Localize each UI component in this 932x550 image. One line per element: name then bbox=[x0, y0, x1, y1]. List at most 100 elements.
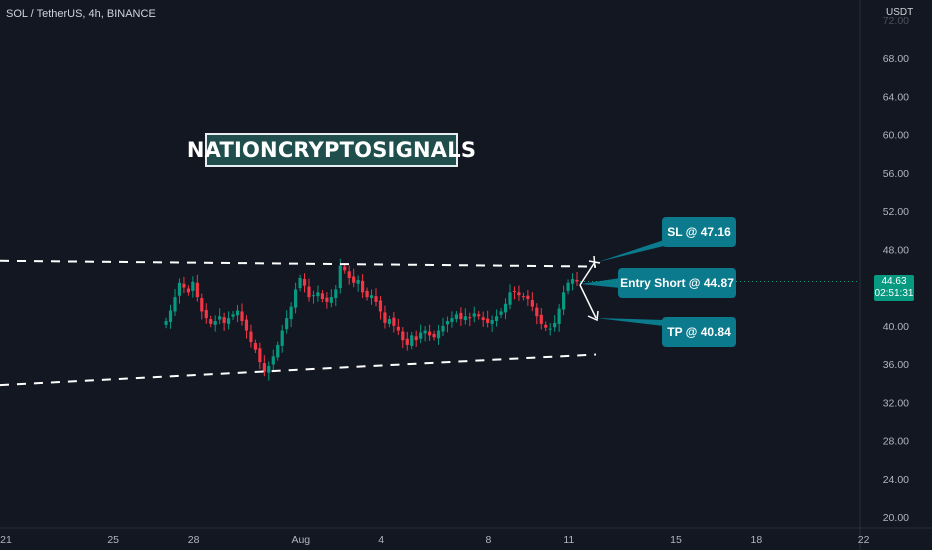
watermark-label: NATIONCRYPTOSIGNALS bbox=[187, 133, 476, 167]
candle-body bbox=[177, 282, 182, 296]
candle-body bbox=[164, 321, 168, 325]
x-tick-label: 18 bbox=[751, 534, 763, 546]
candle-body bbox=[227, 318, 231, 324]
y-tick-label: 28.00 bbox=[883, 436, 909, 448]
x-tick-label: 8 bbox=[485, 534, 491, 546]
y-tick-label: 24.00 bbox=[883, 474, 909, 486]
x-tick-label: Aug bbox=[291, 534, 310, 546]
candle-body bbox=[173, 297, 177, 312]
sl-arrow-head bbox=[588, 255, 601, 269]
candle-body bbox=[253, 343, 257, 350]
candle-body bbox=[356, 279, 360, 284]
candle-body bbox=[445, 321, 450, 325]
candle-body bbox=[557, 308, 561, 324]
x-tick-label: 4 bbox=[378, 534, 384, 546]
axis-unit-label: USDT bbox=[886, 7, 914, 18]
candle-body bbox=[361, 280, 365, 293]
candle-body bbox=[414, 336, 418, 341]
candle-body bbox=[387, 319, 391, 324]
candle-body bbox=[477, 314, 481, 317]
candle-body bbox=[459, 312, 463, 320]
entry-short-callout[interactable]: Entry Short @ 44.87 bbox=[618, 268, 736, 298]
candle-body bbox=[338, 265, 342, 289]
stop-loss-callout[interactable]: SL @ 47.16 bbox=[662, 217, 736, 247]
x-tick-label: 25 bbox=[107, 534, 119, 546]
arrow-to-tp bbox=[579, 284, 597, 319]
candle-body bbox=[240, 311, 244, 322]
bar-countdown: 02:51:31 bbox=[874, 288, 914, 299]
candle-body bbox=[307, 286, 311, 298]
candle-body bbox=[311, 295, 316, 297]
candle-body bbox=[503, 303, 508, 313]
candle-body bbox=[570, 278, 575, 284]
candle-body bbox=[428, 331, 432, 336]
candle-body bbox=[244, 319, 249, 331]
candle-body bbox=[186, 288, 190, 293]
candle-body bbox=[289, 306, 293, 320]
candle-body bbox=[249, 331, 253, 343]
tp-arrow-head bbox=[587, 310, 599, 322]
candle-body bbox=[553, 322, 557, 328]
tp-pointer bbox=[596, 318, 664, 326]
candle-body bbox=[285, 318, 289, 330]
candle-body bbox=[209, 319, 213, 324]
candle-body bbox=[222, 317, 226, 323]
candle-body bbox=[539, 314, 543, 324]
candle-body bbox=[396, 326, 400, 331]
candle-body bbox=[423, 330, 427, 334]
candle-body bbox=[490, 320, 494, 324]
candle-body bbox=[499, 311, 503, 315]
candle-body bbox=[521, 296, 525, 298]
last-price-value: 44.63 bbox=[881, 276, 907, 287]
candle-body bbox=[410, 335, 414, 346]
candle-body bbox=[472, 313, 476, 317]
y-tick-label: 40.00 bbox=[883, 321, 909, 333]
candle-body bbox=[508, 292, 512, 305]
candle-body bbox=[231, 314, 235, 317]
candle-body bbox=[454, 314, 458, 320]
candle-body bbox=[481, 317, 485, 321]
candle-body bbox=[276, 344, 280, 358]
candle-body bbox=[378, 300, 383, 312]
candle-body bbox=[204, 310, 208, 319]
candle-body bbox=[347, 271, 351, 278]
y-tick-label: 64.00 bbox=[883, 91, 909, 103]
candle-body bbox=[374, 296, 378, 302]
candle-body bbox=[325, 297, 329, 302]
candle-body bbox=[352, 276, 356, 283]
candle-body bbox=[182, 283, 186, 288]
symbol-title: SOL / TetherUS, 4h, BINANCE bbox=[6, 8, 156, 20]
candle-body bbox=[298, 278, 302, 289]
candle-body bbox=[486, 318, 490, 323]
candle-body bbox=[280, 330, 284, 346]
candle-body bbox=[200, 298, 204, 312]
x-tick-label: 15 bbox=[670, 534, 682, 546]
candle-body bbox=[365, 290, 369, 298]
candle-body bbox=[294, 289, 298, 308]
candle-body bbox=[468, 317, 472, 319]
candle-body bbox=[334, 289, 338, 299]
candle-body bbox=[544, 324, 548, 328]
y-tick-label: 48.00 bbox=[883, 244, 909, 256]
y-tick-label: 56.00 bbox=[883, 168, 909, 180]
candle-body bbox=[441, 325, 445, 332]
candle-body bbox=[235, 310, 240, 316]
y-tick-label: 68.00 bbox=[883, 53, 909, 65]
candle-body bbox=[419, 332, 423, 339]
candle-body bbox=[218, 316, 222, 320]
candle-body bbox=[262, 363, 266, 372]
candle-body bbox=[526, 295, 530, 300]
candle-body bbox=[575, 279, 579, 282]
lower-trendline bbox=[0, 353, 597, 387]
y-tick-label: 32.00 bbox=[883, 397, 909, 409]
take-profit-callout[interactable]: TP @ 40.84 bbox=[662, 317, 736, 347]
candle-body bbox=[495, 316, 499, 322]
candle-body bbox=[566, 282, 570, 291]
candle-body bbox=[450, 318, 454, 322]
candle-body bbox=[562, 292, 566, 310]
x-tick-label: 28 bbox=[188, 534, 200, 546]
candle-body bbox=[405, 338, 409, 345]
candle-body bbox=[548, 328, 552, 330]
